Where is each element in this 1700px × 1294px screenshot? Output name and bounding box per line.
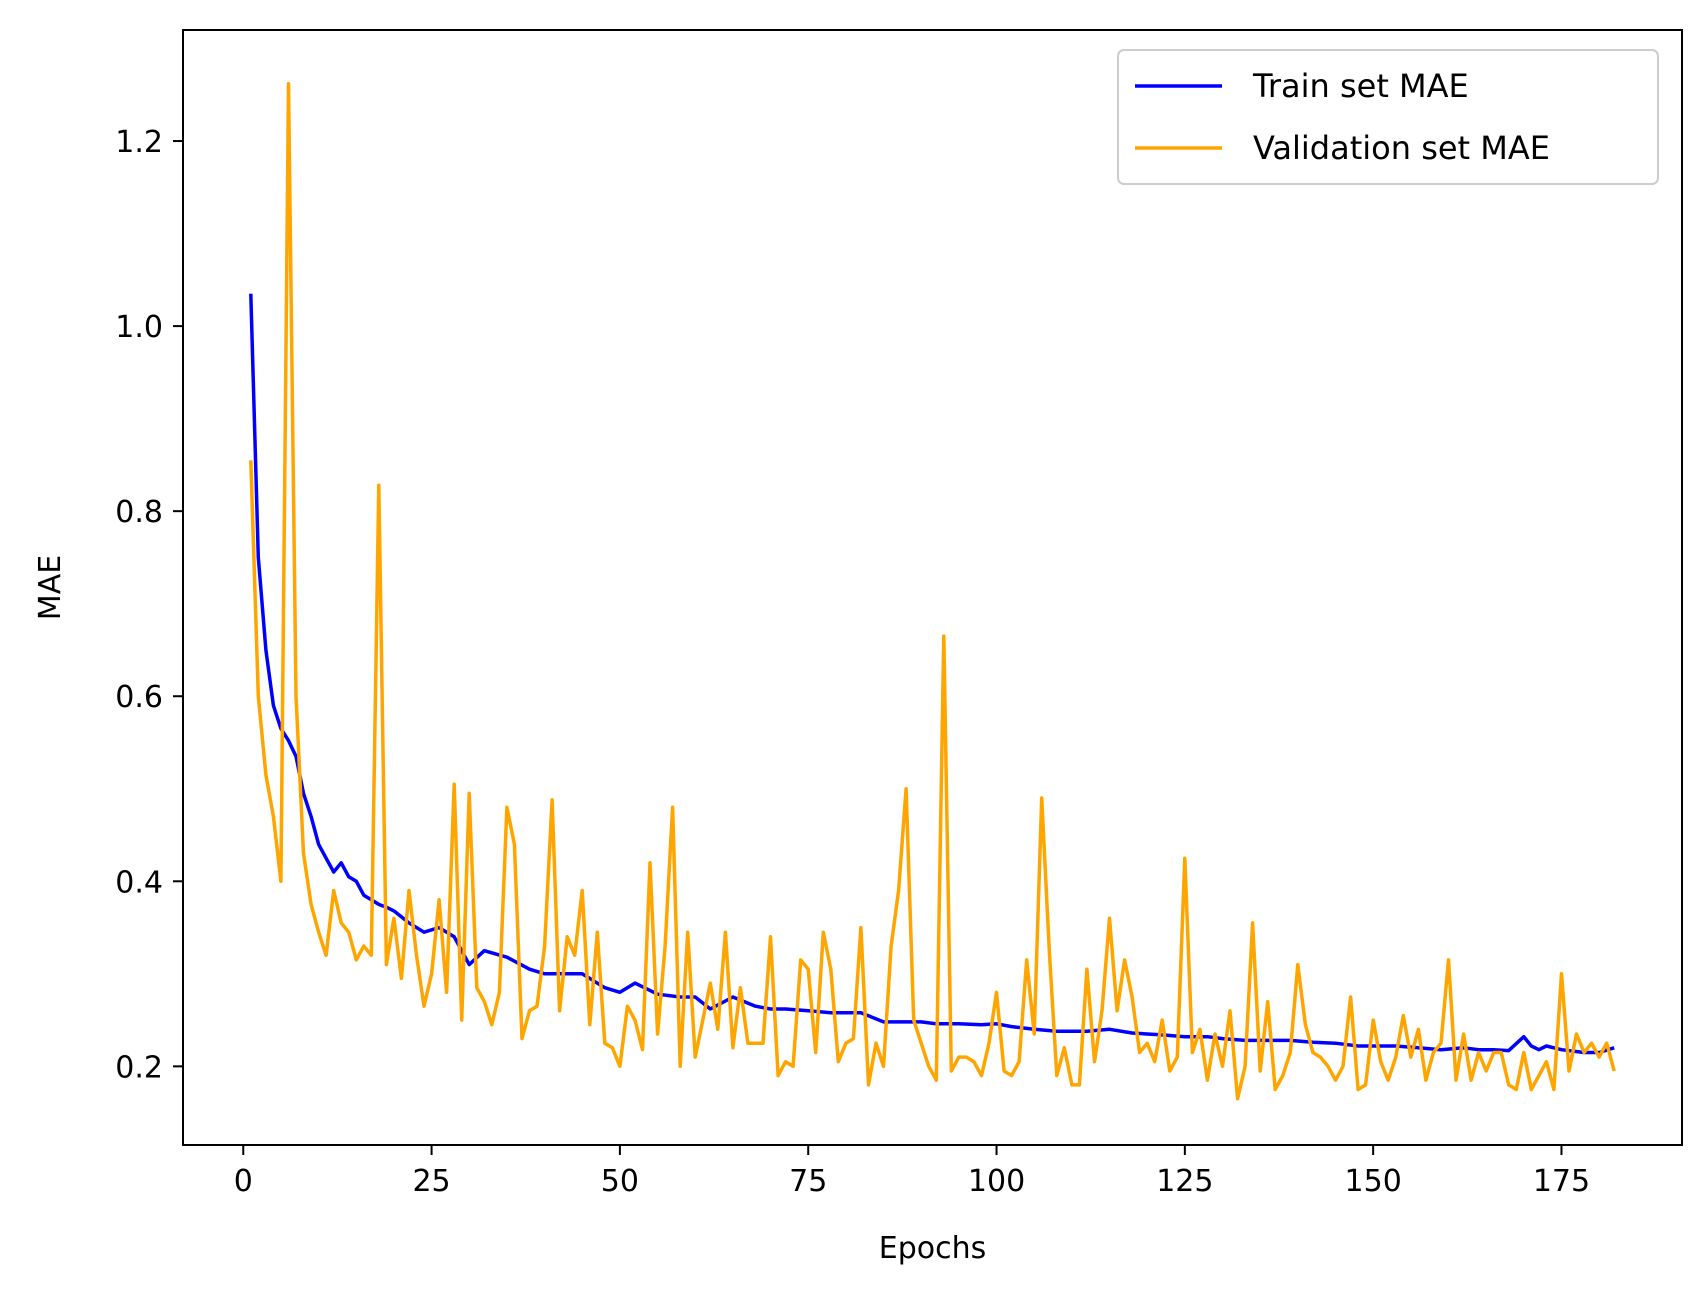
series-line-validation bbox=[249, 81, 1616, 1101]
y-axis-ticks: 0.2 0.4 0.6 0.8 1.0 1.2 bbox=[115, 125, 183, 1085]
x-tick-label: 25 bbox=[412, 1164, 450, 1199]
plot-area bbox=[249, 81, 1616, 1101]
y-tick-label: 0.2 bbox=[115, 1050, 163, 1085]
x-tick-label: 0 bbox=[234, 1164, 253, 1199]
x-tick-label: 50 bbox=[601, 1164, 639, 1199]
legend-label-validation: Validation set MAE bbox=[1253, 129, 1550, 167]
legend: Train set MAE Validation set MAE bbox=[1117, 49, 1659, 185]
x-tick-label: 150 bbox=[1345, 1164, 1402, 1199]
y-tick-label: 0.8 bbox=[115, 495, 163, 530]
y-axis-label: MAE bbox=[33, 555, 68, 620]
x-tick-label: 75 bbox=[789, 1164, 827, 1199]
legend-label-train: Train set MAE bbox=[1252, 67, 1469, 105]
legend-box bbox=[1117, 49, 1659, 185]
x-axis-ticks: 0 25 50 75 100 125 150 175 bbox=[234, 1145, 1590, 1199]
x-tick-label: 125 bbox=[1156, 1164, 1213, 1199]
series-line-train bbox=[249, 293, 1615, 1055]
axes-frame bbox=[182, 29, 1683, 1146]
y-tick-label: 0.4 bbox=[115, 865, 163, 900]
x-axis-label: Epochs bbox=[879, 1231, 987, 1266]
x-tick-label: 100 bbox=[968, 1164, 1025, 1199]
y-tick-label: 0.6 bbox=[115, 680, 163, 715]
x-tick-label: 175 bbox=[1533, 1164, 1590, 1199]
y-tick-label: 1.0 bbox=[115, 310, 163, 345]
y-tick-label: 1.2 bbox=[115, 125, 163, 160]
